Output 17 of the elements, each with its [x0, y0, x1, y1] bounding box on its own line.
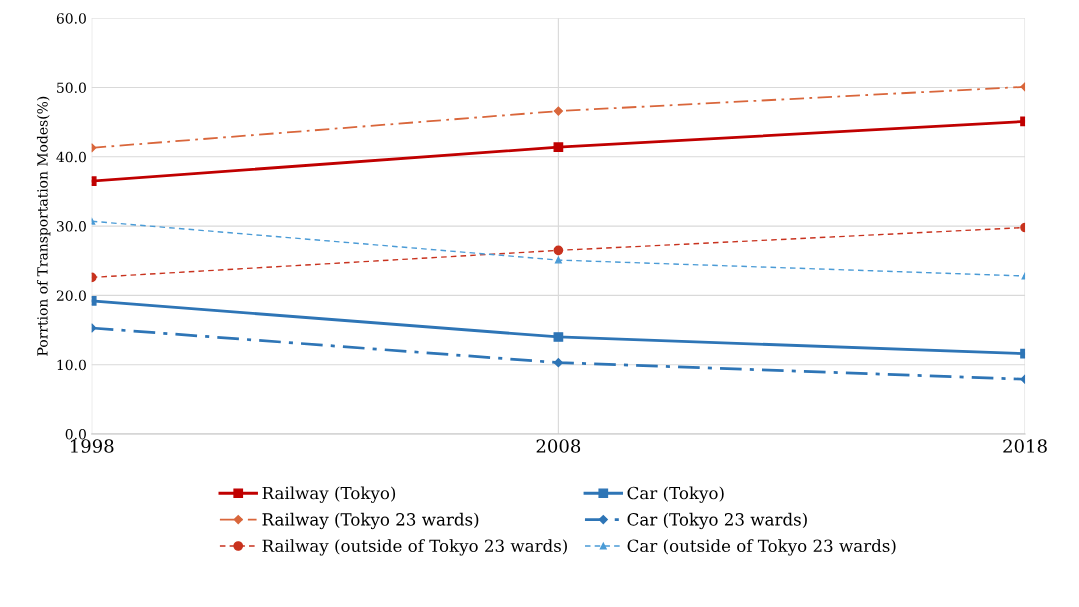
- y-tick-label: 10.0: [57, 359, 86, 371]
- y-tick-label: 50.0: [57, 82, 86, 93]
- legend-label: Railway (Tokyo 23 wards): [262, 512, 479, 530]
- y-tick-label: 0.0: [65, 428, 86, 440]
- y-tick-label: 30.0: [56, 221, 86, 232]
- y-tick-label: 20.0: [56, 290, 86, 301]
- legend-label: Railway (Tokyo): [262, 486, 396, 503]
- x-tick-label: 1998: [70, 439, 114, 453]
- x-tick-label: 2008: [536, 439, 581, 453]
- y-tick-label: 60.0: [56, 13, 86, 24]
- y-tick-label: 40.0: [56, 151, 86, 163]
- x-tick-label: 2018: [1003, 439, 1047, 453]
- legend-label: Car (Tokyo): [627, 486, 724, 503]
- legend-label: Car (outside of Tokyo 23 wards): [627, 539, 896, 556]
- legend-label: Railway (outside of Tokyo 23 wards): [262, 539, 567, 556]
- y-axis-title: Porrtion of Transportation Modes(%): [36, 96, 51, 356]
- legend-label: Car (Tokyo 23 wards): [627, 512, 807, 530]
